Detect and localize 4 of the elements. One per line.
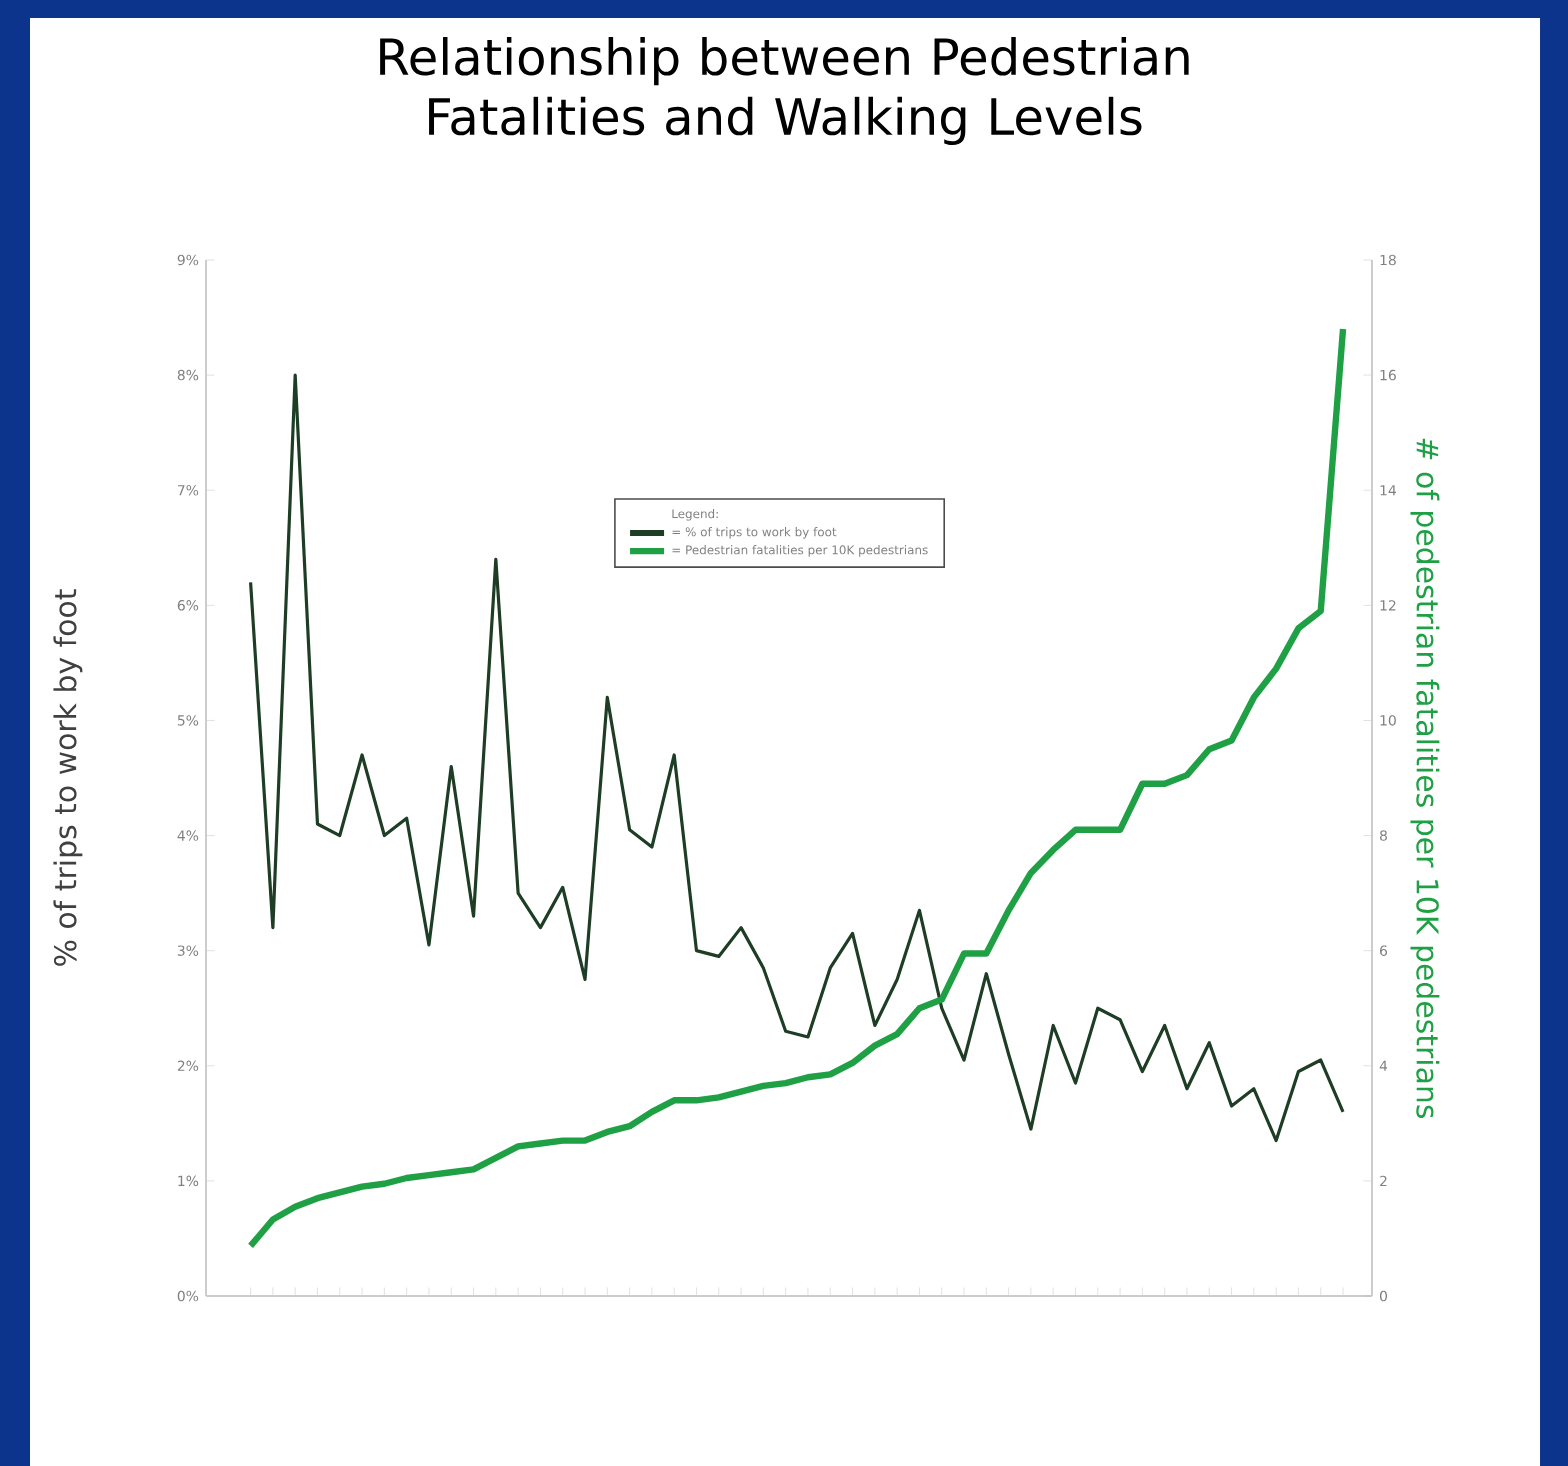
line-series	[248, 373, 1345, 1143]
y-axis-title: % of trips to work by foot	[53, 589, 83, 966]
chart-title: Relationship between Pedestrian Fatalities and Walking Levels	[380, 37, 1189, 146]
y2-axis-title: # of pedestrian fatalities per 10K pedestrians	[1410, 438, 1440, 1118]
